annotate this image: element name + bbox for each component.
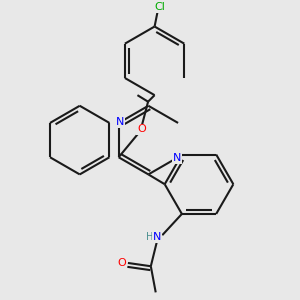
Text: O: O [137, 124, 146, 134]
Text: O: O [118, 258, 126, 268]
Text: N: N [153, 232, 161, 242]
Text: N: N [116, 117, 124, 127]
Text: N: N [173, 153, 181, 163]
Text: Cl: Cl [154, 2, 165, 12]
Text: H: H [146, 232, 154, 242]
